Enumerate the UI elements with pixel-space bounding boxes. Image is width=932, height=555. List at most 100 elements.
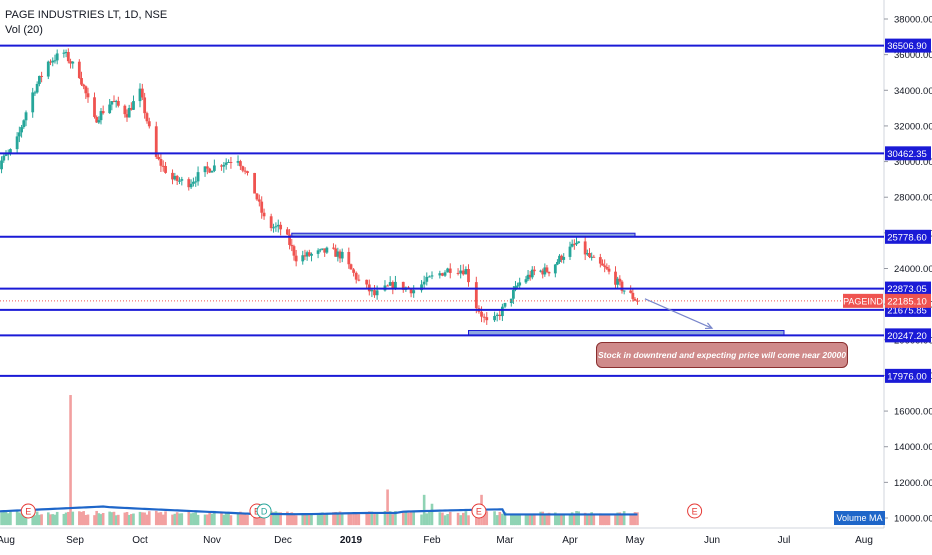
candle-body (192, 181, 195, 184)
candle-body (310, 253, 313, 256)
time-tick-label: Nov (203, 535, 221, 546)
candle-body (71, 61, 75, 64)
time-tick-label: 2019 (340, 535, 363, 546)
volume-bar (516, 513, 519, 526)
volume-bar (428, 511, 431, 526)
candle-body (171, 172, 174, 180)
volume-bar (51, 514, 55, 526)
volume-bar (512, 513, 515, 526)
candle-body (562, 256, 566, 260)
candle-body (347, 251, 351, 265)
candle-body (255, 193, 259, 200)
candle-body (375, 290, 379, 296)
volume-bar (482, 511, 486, 526)
candle-body (598, 257, 602, 264)
candle-body (572, 243, 576, 245)
time-tick-label: Jul (778, 535, 791, 546)
candle-body (157, 156, 160, 160)
candle-body (620, 281, 624, 291)
candle-body (464, 269, 468, 275)
volume-bar (143, 512, 146, 526)
volume-bar (227, 513, 230, 526)
volume-bar (260, 511, 263, 526)
volume-bar (383, 510, 387, 526)
volume-bar (568, 514, 572, 526)
candle-body (456, 272, 460, 274)
candle-body (485, 317, 489, 321)
level-price-label: 22873.05 (887, 284, 927, 295)
time-tick-label: Feb (423, 535, 441, 546)
candle-body (558, 255, 561, 262)
volume-bar (15, 510, 19, 526)
volume-bar (586, 514, 589, 526)
volume-bar (292, 513, 296, 526)
candle-body (46, 61, 50, 77)
volume-bar (224, 513, 228, 526)
candle-body (547, 271, 551, 274)
candle-body (4, 154, 8, 156)
volume-bar (526, 513, 530, 526)
volume-indicator-title[interactable]: Vol (20) (5, 24, 43, 36)
candle-body (636, 300, 639, 302)
candle-body (143, 97, 147, 114)
volume-bar (229, 515, 233, 526)
candle-body (276, 224, 280, 227)
volume-bar (524, 513, 528, 526)
candle-body (0, 160, 3, 170)
candle-body (474, 282, 478, 309)
candle-body (180, 179, 184, 181)
candle-body (187, 179, 191, 188)
candle-body (189, 183, 193, 188)
candle-body (493, 315, 496, 321)
projection-arrow-head (704, 322, 714, 330)
volume-bar (603, 513, 606, 526)
candle-body (243, 170, 247, 172)
time-tick-label: Sep (66, 535, 84, 546)
volume-bar (438, 512, 442, 526)
volume-bar (334, 511, 337, 526)
price-tick-label: 24000.00 (894, 264, 932, 275)
candle-body (303, 255, 307, 257)
volume-bar (575, 511, 578, 526)
annotation-callout[interactable]: Stock in downtrend and expecting price w… (596, 342, 848, 368)
candle-body (208, 168, 212, 173)
candle-body (541, 270, 545, 275)
volume-bar (607, 515, 611, 526)
time-tick-label: Aug (0, 535, 15, 546)
candle-body (575, 242, 578, 245)
candle-body (24, 112, 28, 121)
candle-body (446, 268, 450, 273)
candle-body (257, 199, 261, 202)
volume-bar (110, 512, 114, 526)
candle-body (318, 249, 322, 251)
symbol-title[interactable]: PAGE INDUSTRIES LT, 1D, NSE (5, 9, 168, 21)
volume-bar (577, 511, 580, 526)
candle-body (588, 253, 591, 257)
time-tick-label: Apr (562, 535, 578, 546)
candle-body (482, 316, 486, 318)
candle-body (500, 306, 504, 317)
volume-bar (599, 513, 602, 526)
candle-body (140, 88, 144, 98)
candle-body (145, 113, 149, 122)
volume-bar (541, 511, 545, 526)
candle-body (528, 274, 532, 278)
level-price-tag (885, 368, 931, 383)
candle-body (123, 105, 127, 115)
volume-bar (222, 514, 226, 526)
candle-body (84, 86, 88, 94)
volume-bar (4, 511, 8, 526)
volume-bar (573, 514, 576, 526)
projection-arrow (644, 298, 713, 329)
candle-body (622, 290, 626, 292)
volume-bar (336, 512, 340, 526)
volume-bar (316, 514, 320, 526)
candle-body (316, 250, 320, 254)
candle-body (290, 244, 294, 247)
candle-body (99, 111, 103, 121)
volume-bar (145, 514, 149, 526)
volume-bar (347, 514, 351, 526)
volume-bar (35, 511, 39, 526)
candle-body (365, 279, 369, 285)
